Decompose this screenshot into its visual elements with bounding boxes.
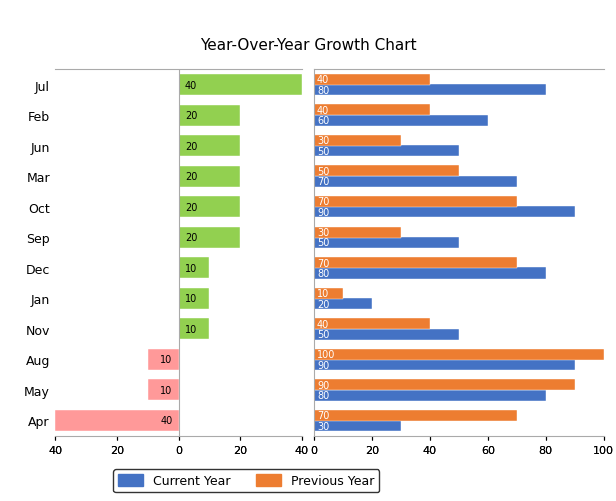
Text: 10: 10	[185, 263, 197, 273]
Bar	[314, 359, 575, 370]
Bar	[314, 390, 546, 401]
Bar	[314, 196, 517, 207]
Bar	[179, 105, 240, 126]
Text: 30: 30	[317, 227, 330, 237]
Bar	[314, 85, 546, 96]
Text: 20: 20	[317, 299, 330, 309]
Text: 20: 20	[185, 233, 197, 243]
Text: 90: 90	[317, 360, 330, 370]
Bar	[314, 237, 459, 248]
Text: 80: 80	[317, 86, 330, 96]
Text: 70: 70	[317, 197, 330, 207]
Text: 20: 20	[185, 172, 197, 182]
Text: 50: 50	[317, 238, 330, 248]
Text: 90: 90	[317, 380, 330, 390]
Bar	[314, 329, 459, 340]
Text: 70: 70	[317, 410, 330, 420]
Text: 80: 80	[317, 390, 330, 400]
Bar	[314, 258, 517, 269]
Bar	[179, 319, 209, 340]
Text: 30: 30	[317, 421, 330, 431]
Bar	[314, 319, 430, 330]
Text: 10: 10	[185, 294, 197, 304]
Bar	[314, 116, 488, 127]
Bar	[314, 299, 372, 310]
Text: 10: 10	[160, 355, 172, 365]
Text: 20: 20	[185, 202, 197, 212]
Bar	[148, 349, 179, 370]
Bar	[179, 197, 240, 218]
Bar	[314, 176, 517, 187]
Text: 40: 40	[317, 319, 330, 329]
Text: 10: 10	[317, 289, 330, 299]
Text: 40: 40	[160, 416, 172, 426]
Text: 40: 40	[317, 75, 330, 85]
Text: 10: 10	[185, 324, 197, 334]
Text: 70: 70	[317, 177, 330, 187]
Bar	[179, 75, 302, 96]
Bar	[179, 288, 209, 309]
Text: Year-Over-Year Growth Chart: Year-Over-Year Growth Chart	[200, 38, 416, 53]
Bar	[314, 207, 575, 218]
Bar	[314, 420, 401, 431]
Bar	[179, 166, 240, 187]
Text: 30: 30	[317, 136, 330, 146]
Text: 70: 70	[317, 258, 330, 268]
Bar	[148, 380, 179, 401]
Bar	[314, 146, 459, 157]
Bar	[179, 227, 240, 248]
Bar	[314, 136, 401, 147]
Bar	[55, 410, 179, 431]
Text: 80: 80	[317, 269, 330, 279]
Text: 40: 40	[317, 106, 330, 116]
Legend: Current Year, Previous Year: Current Year, Previous Year	[113, 469, 379, 492]
Text: 50: 50	[317, 167, 330, 176]
Bar	[314, 268, 546, 279]
Bar	[314, 105, 430, 116]
Text: 20: 20	[185, 141, 197, 151]
Bar	[314, 227, 401, 238]
Bar	[179, 136, 240, 157]
Text: 50: 50	[317, 147, 330, 156]
Text: 20: 20	[185, 111, 197, 121]
Bar	[179, 258, 209, 279]
Bar	[314, 349, 604, 360]
Text: 100: 100	[317, 350, 336, 359]
Text: 50: 50	[317, 330, 330, 339]
Bar	[314, 75, 430, 86]
Text: 40: 40	[185, 80, 197, 90]
Bar	[314, 410, 517, 421]
Bar	[314, 288, 343, 299]
Text: 90: 90	[317, 207, 330, 217]
Text: 60: 60	[317, 116, 330, 126]
Bar	[314, 166, 459, 177]
Text: 10: 10	[160, 385, 172, 395]
Bar	[314, 379, 575, 390]
